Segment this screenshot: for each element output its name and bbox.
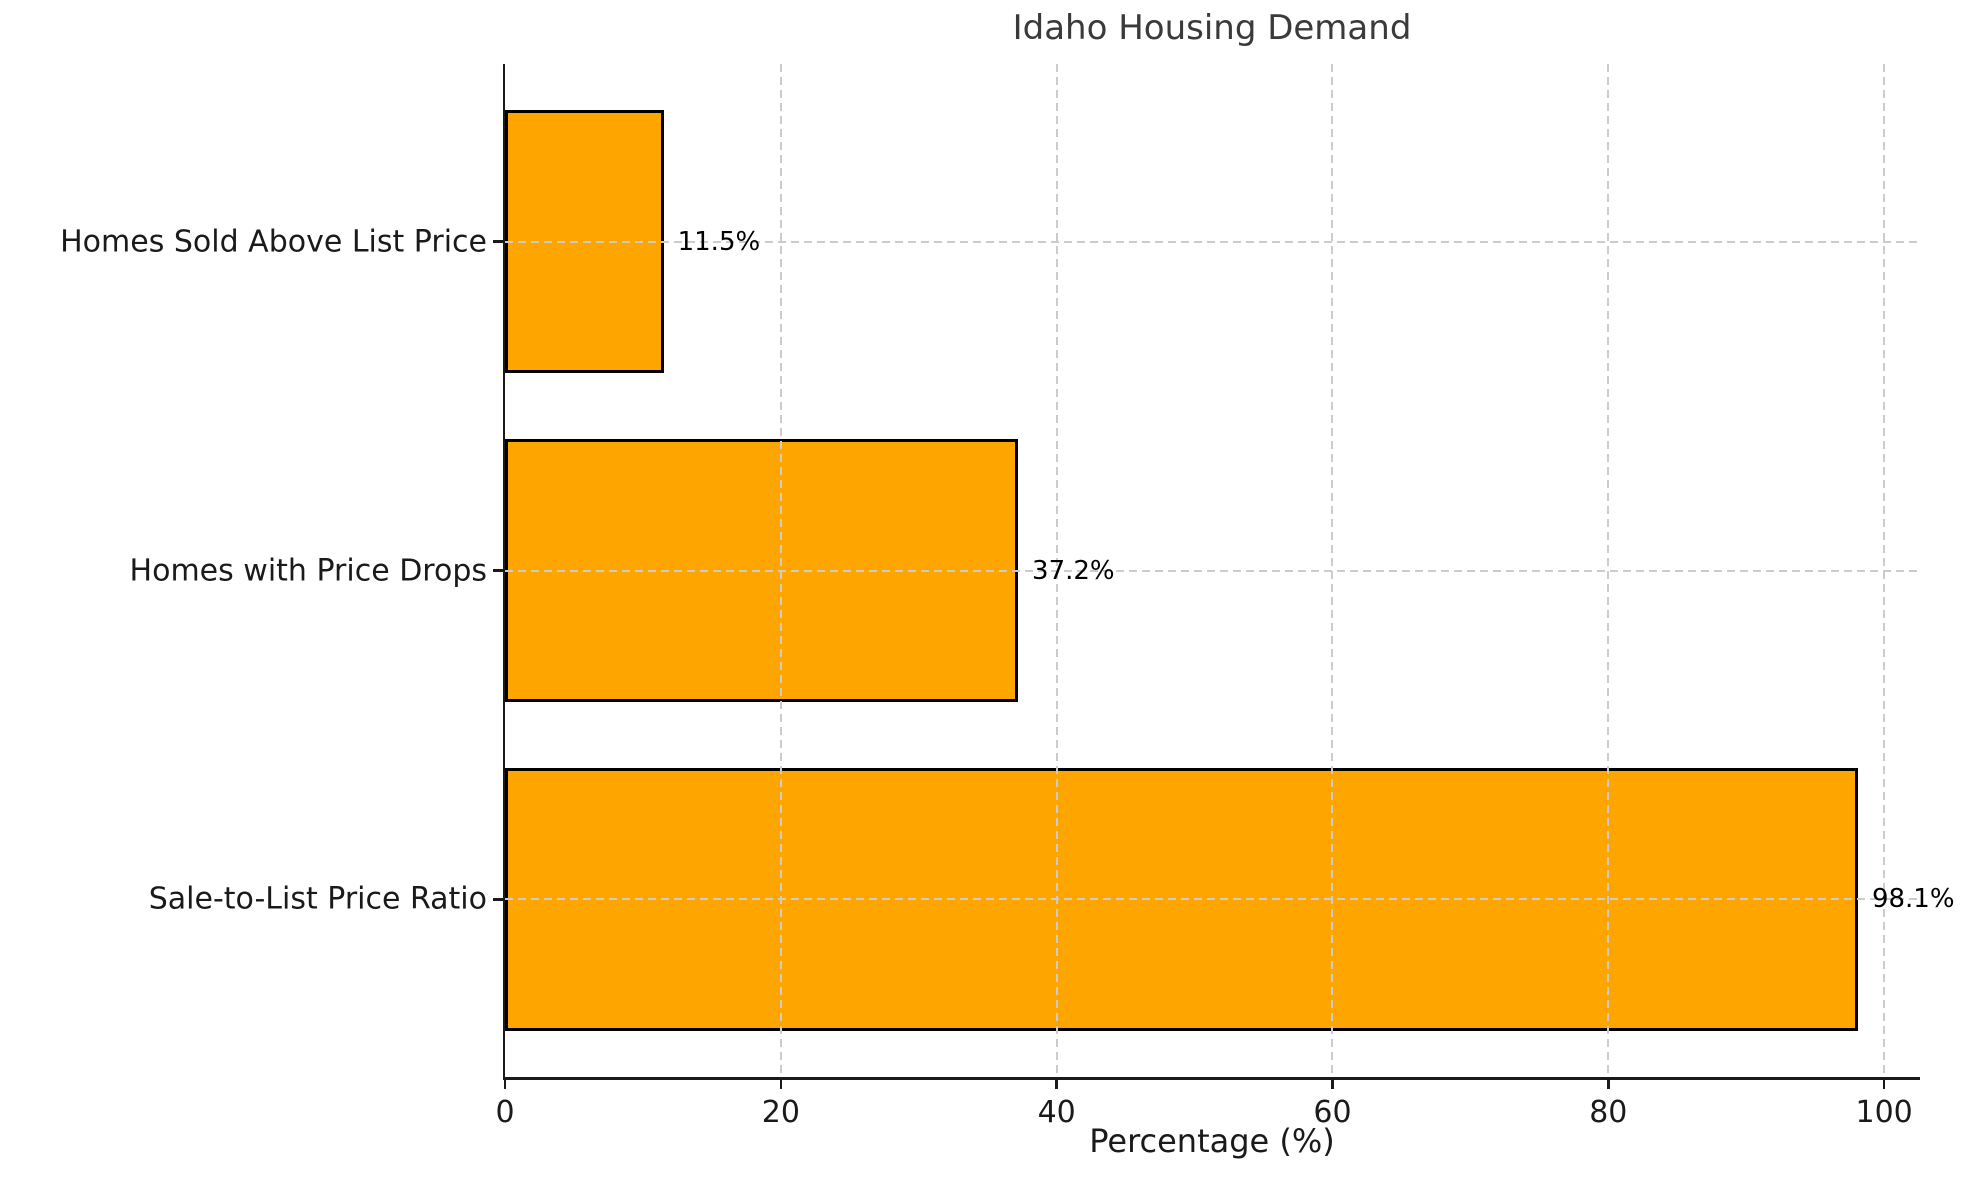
gridline-horizontal [505,569,1920,572]
x-tick-mark [779,1077,783,1089]
category-label: Sale-to-List Price Ratio [148,881,487,917]
x-tick-mark [1607,1077,1610,1089]
gridline-horizontal [505,240,1920,243]
value-label: 98.1% [1871,884,1955,915]
category-label: Homes Sold Above List Price [60,224,487,260]
x-tick-label: 100 [1855,1095,1913,1130]
x-tick-label: 0 [495,1095,515,1130]
x-tick-label: 40 [1037,1095,1076,1130]
x-axis-label: Percentage (%) [1089,1122,1335,1160]
value-label: 11.5% [677,226,761,257]
x-tick-label: 60 [1313,1095,1352,1130]
x-tick-mark [1331,1077,1334,1089]
y-tick-mark [493,240,505,243]
x-axis-spine [502,1077,1920,1080]
y-axis-spine [502,64,505,1080]
gridline-vertical [1331,64,1334,1077]
gridline-horizontal [505,898,1920,901]
gridline-vertical [1883,64,1886,1077]
x-tick-label: 80 [1589,1095,1628,1130]
value-label: 37.2% [1032,555,1115,586]
category-label: Homes with Price Drops [129,553,487,588]
x-tick-mark [503,1077,507,1089]
gridline-vertical [1055,64,1058,1077]
chart-title: Idaho Housing Demand [1012,8,1412,48]
x-tick-label: 20 [761,1095,800,1130]
y-tick-mark [493,569,505,572]
x-tick-mark [1882,1077,1886,1089]
y-tick-mark [493,898,505,901]
x-tick-mark [1055,1077,1058,1089]
gridline-vertical [1607,64,1610,1077]
gridline-vertical [779,64,782,1077]
